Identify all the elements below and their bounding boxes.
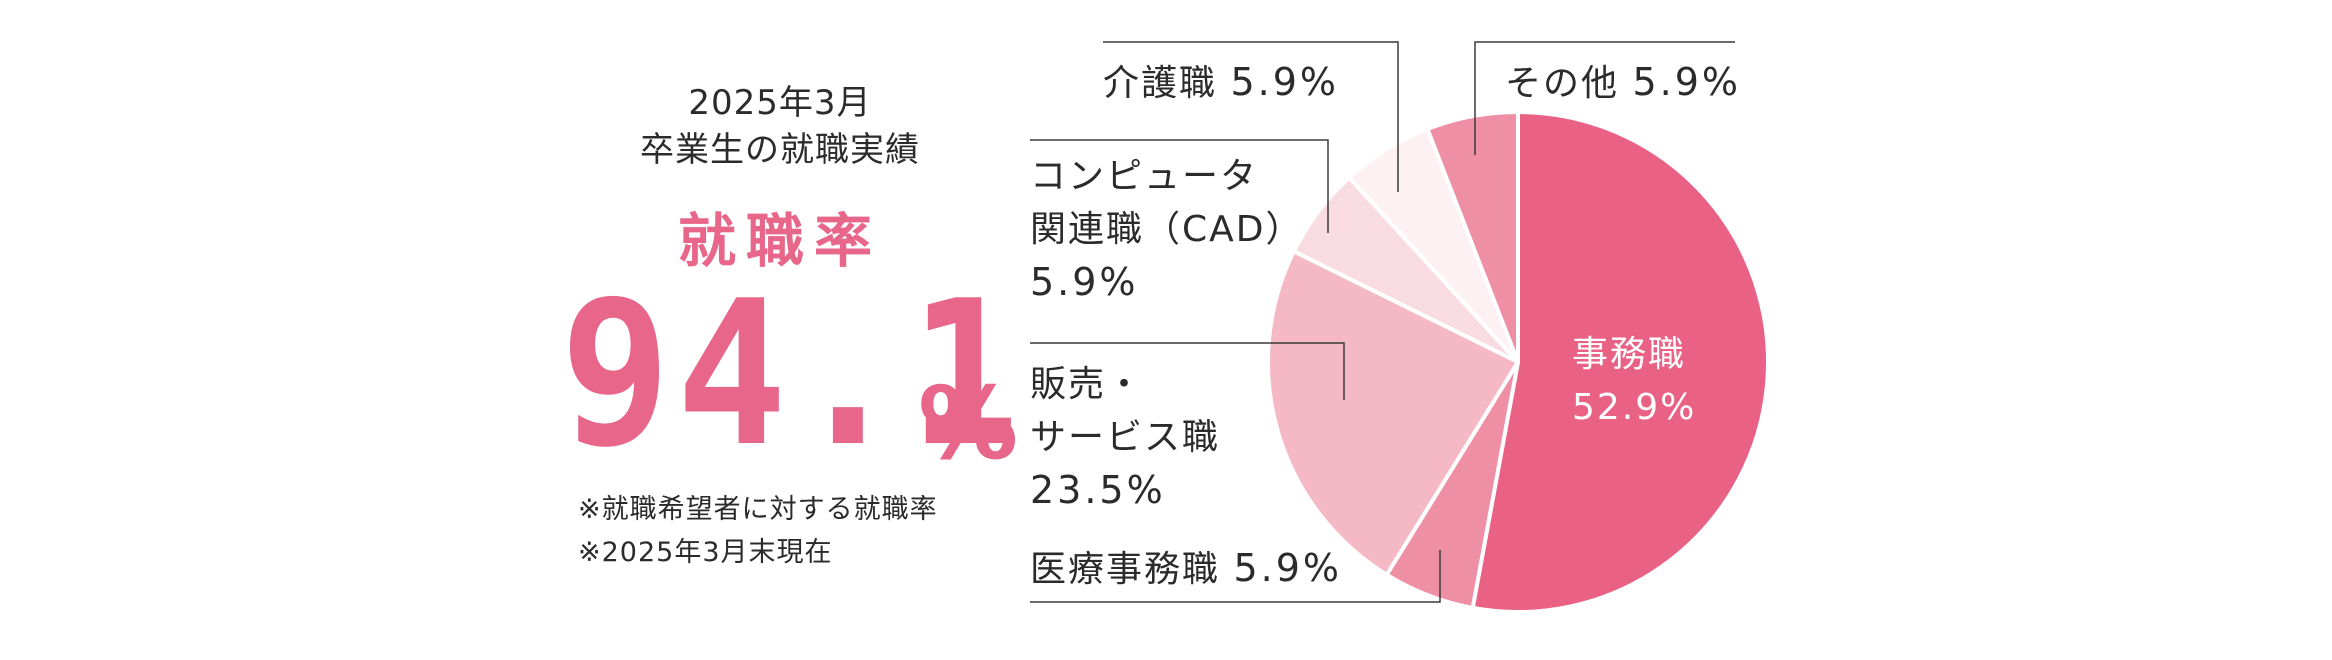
label-hanbai-line2: サービス職 [1030, 417, 1221, 458]
label-jimu: 事務職 52.9% [1572, 328, 1696, 434]
leader-line-hanbai [1030, 342, 1345, 400]
label-sonota-name: その他 [1505, 63, 1620, 104]
label-computer: コンピュータ 関連職（CAD） 5.9% [1030, 150, 1304, 309]
employment-rate-value: 94.1 [560, 258, 1026, 491]
label-jimu-value: 52.9% [1572, 387, 1697, 428]
employment-rate: 94.1 % [560, 258, 1066, 491]
leader-line-iryo [1030, 550, 1441, 603]
label-kaigo-name: 介護職 [1103, 63, 1218, 104]
pie-slice-5 [1425, 110, 1520, 364]
label-hanbai-value: 23.5% [1030, 468, 1166, 512]
label-kaigo-value: 5.9% [1230, 60, 1340, 104]
label-sonota-value: 5.9% [1632, 60, 1742, 104]
label-iryo-name: 医療事務職 [1030, 549, 1221, 590]
pie-slices [1266, 110, 1770, 614]
heading-graduates: 卒業生の就職実績 [640, 130, 920, 170]
leader-line-kaigo [1103, 41, 1399, 192]
label-computer-line2: 関連職（CAD） [1030, 209, 1304, 250]
label-iryo-value: 5.9% [1233, 546, 1343, 590]
pie-slice-0 [1470, 110, 1770, 614]
employment-rate-unit: % [918, 365, 1019, 482]
employment-rate-label: 就職率 [677, 207, 882, 275]
label-hanbai: 販売・ サービス職 23.5% [1030, 358, 1220, 517]
leader-lines [1030, 41, 1735, 603]
leader-line-sonota [1474, 41, 1735, 155]
label-jimu-name: 事務職 [1572, 334, 1687, 375]
heading-year: 2025年3月 [688, 83, 872, 123]
label-hanbai-line1: 販売・ [1030, 364, 1145, 405]
label-sonota: その他 5.9% [1505, 56, 1741, 110]
label-computer-value: 5.9% [1030, 260, 1139, 304]
label-kaigo: 介護職 5.9% [1103, 56, 1339, 110]
summary-block: 2025年3月 卒業生の就職実績 就職率 [540, 80, 1020, 278]
label-computer-line1: コンピュータ [1030, 156, 1259, 197]
footnote-1: ※就職希望者に対する就職率 [578, 494, 938, 525]
label-iryo: 医療事務職 5.9% [1030, 542, 1342, 596]
footnote-2: ※2025年3月末現在 [578, 537, 833, 568]
leader-line-computer [1030, 139, 1329, 233]
footnotes: ※就職希望者に対する就職率 ※2025年3月末現在 [578, 488, 938, 574]
